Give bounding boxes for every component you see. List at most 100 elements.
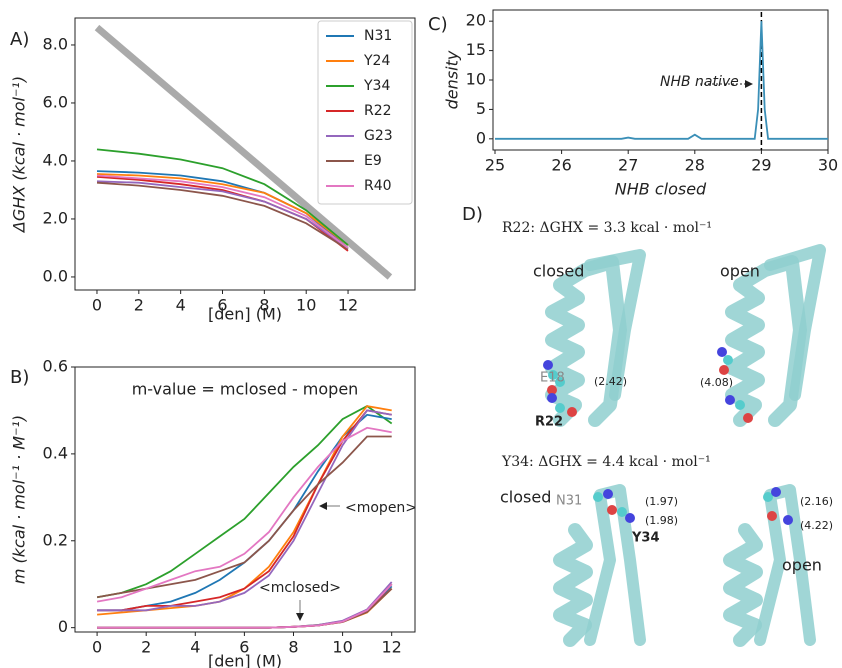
y-tick-label: 0 xyxy=(58,617,68,636)
state-label: closed xyxy=(500,488,551,507)
annotation: <mopen> xyxy=(345,500,417,516)
atom xyxy=(717,347,727,357)
series-line xyxy=(96,181,349,251)
legend-label: N31 xyxy=(364,28,392,44)
x-tick-label: 8 xyxy=(288,638,298,657)
legend-label: G23 xyxy=(364,128,393,144)
atom xyxy=(719,365,729,375)
x-axis-label: [den] (M) xyxy=(208,652,282,668)
protein xyxy=(553,484,646,647)
x-axis-label: [den] (M) xyxy=(208,305,282,324)
panel-label: A) xyxy=(10,29,29,50)
x-tick-label: 4 xyxy=(176,296,186,315)
atom xyxy=(543,360,553,370)
y-axis-label: density xyxy=(443,50,462,109)
x-tick-label: 25 xyxy=(485,156,505,175)
panel-label: C) xyxy=(428,14,448,35)
atom xyxy=(725,395,735,405)
series-line xyxy=(97,587,393,629)
state-label: open xyxy=(782,556,822,575)
atom xyxy=(593,492,603,502)
atom xyxy=(625,513,635,523)
y-tick-label: 10 xyxy=(466,70,486,89)
series-line xyxy=(97,587,393,629)
x-tick-label: 0 xyxy=(92,296,102,315)
residue-label: R22 xyxy=(535,415,563,430)
atom xyxy=(567,407,577,417)
residue-label: E18 xyxy=(540,371,565,386)
y-tick-label: 0 xyxy=(476,128,486,147)
y-tick-label: 4.0 xyxy=(43,150,68,169)
distance-label: (1.98) xyxy=(645,514,678,527)
series-line xyxy=(97,583,393,629)
legend-label: E9 xyxy=(364,153,382,169)
y-tick-label: 2.0 xyxy=(43,208,68,227)
atom xyxy=(723,355,733,365)
atom xyxy=(743,413,753,423)
series-line xyxy=(94,24,393,280)
residue-label: N31 xyxy=(556,494,582,509)
x-tick-label: 28 xyxy=(685,156,705,175)
atom xyxy=(555,403,565,413)
legend-label: R22 xyxy=(364,103,392,119)
panel-title: Y34: ΔGHX = 4.4 kcal · mol⁻¹ xyxy=(501,454,711,470)
state-label: open xyxy=(720,262,760,281)
y-tick-label: 8.0 xyxy=(43,34,68,53)
panel-d: D) R22: ΔGHX = 3.3 kcal · mol⁻¹ closed o… xyxy=(462,204,833,647)
series-line xyxy=(96,174,349,249)
distance-label: (2.42) xyxy=(594,375,627,388)
panel-title: R22: ΔGHX = 3.3 kcal · mol⁻¹ xyxy=(502,220,712,236)
legend-label: R40 xyxy=(364,178,392,194)
atom xyxy=(767,511,777,521)
legend-box xyxy=(317,20,413,205)
series-line xyxy=(97,409,392,612)
panel-label: B) xyxy=(10,367,29,388)
plot-frame xyxy=(74,17,416,291)
distance-label: (1.97) xyxy=(645,495,678,508)
x-tick-label: 12 xyxy=(381,638,401,657)
atom xyxy=(617,507,627,517)
x-tick-label: 2 xyxy=(134,296,144,315)
legend-label: Y24 xyxy=(363,53,390,69)
protein xyxy=(717,244,826,427)
x-tick-label: 10 xyxy=(332,638,352,657)
annotation: NHB native xyxy=(660,74,739,90)
x-tick-label: 6 xyxy=(239,638,249,657)
state-label: closed xyxy=(533,262,584,281)
y-tick-label: 0.0 xyxy=(43,266,68,285)
series-line xyxy=(96,173,349,246)
y-tick-label: 20 xyxy=(466,11,486,30)
series-line xyxy=(96,426,392,603)
protein xyxy=(723,484,816,647)
x-tick-label: 4 xyxy=(190,638,200,657)
series-line xyxy=(96,435,392,599)
x-tick-label: 6 xyxy=(217,296,227,315)
legend-label: Y34 xyxy=(363,78,390,94)
x-axis-label: NHB closed xyxy=(615,180,707,199)
x-tick-label: 30 xyxy=(818,156,838,175)
x-tick-label: 26 xyxy=(551,156,571,175)
y-axis-label: m (kcal · mol⁻¹ · M⁻¹) xyxy=(10,415,29,584)
x-tick-label: 8 xyxy=(259,296,269,315)
residue-label: Y34 xyxy=(631,531,660,546)
x-tick-label: 2 xyxy=(141,638,151,657)
atom xyxy=(607,505,617,515)
annotation: m-value = mclosed - mopen xyxy=(132,380,359,399)
atom xyxy=(771,487,781,497)
annotation: <mclosed> xyxy=(259,580,341,596)
distance-label: (4.22) xyxy=(800,519,833,532)
atom xyxy=(547,393,557,403)
y-tick-label: 15 xyxy=(466,40,486,59)
atom xyxy=(763,492,773,502)
x-tick-label: 29 xyxy=(751,156,771,175)
atom xyxy=(548,370,558,380)
series-line xyxy=(96,180,349,249)
distance-label: (2.16) xyxy=(800,495,833,508)
y-tick-label: 6.0 xyxy=(43,92,68,111)
y-axis-label: ΔGHX (kcal · mol⁻¹) xyxy=(10,76,29,234)
protein xyxy=(543,249,646,427)
atom xyxy=(547,385,557,395)
x-tick-label: 0 xyxy=(92,638,102,657)
x-tick-label: 27 xyxy=(618,156,638,175)
atom xyxy=(603,489,613,499)
